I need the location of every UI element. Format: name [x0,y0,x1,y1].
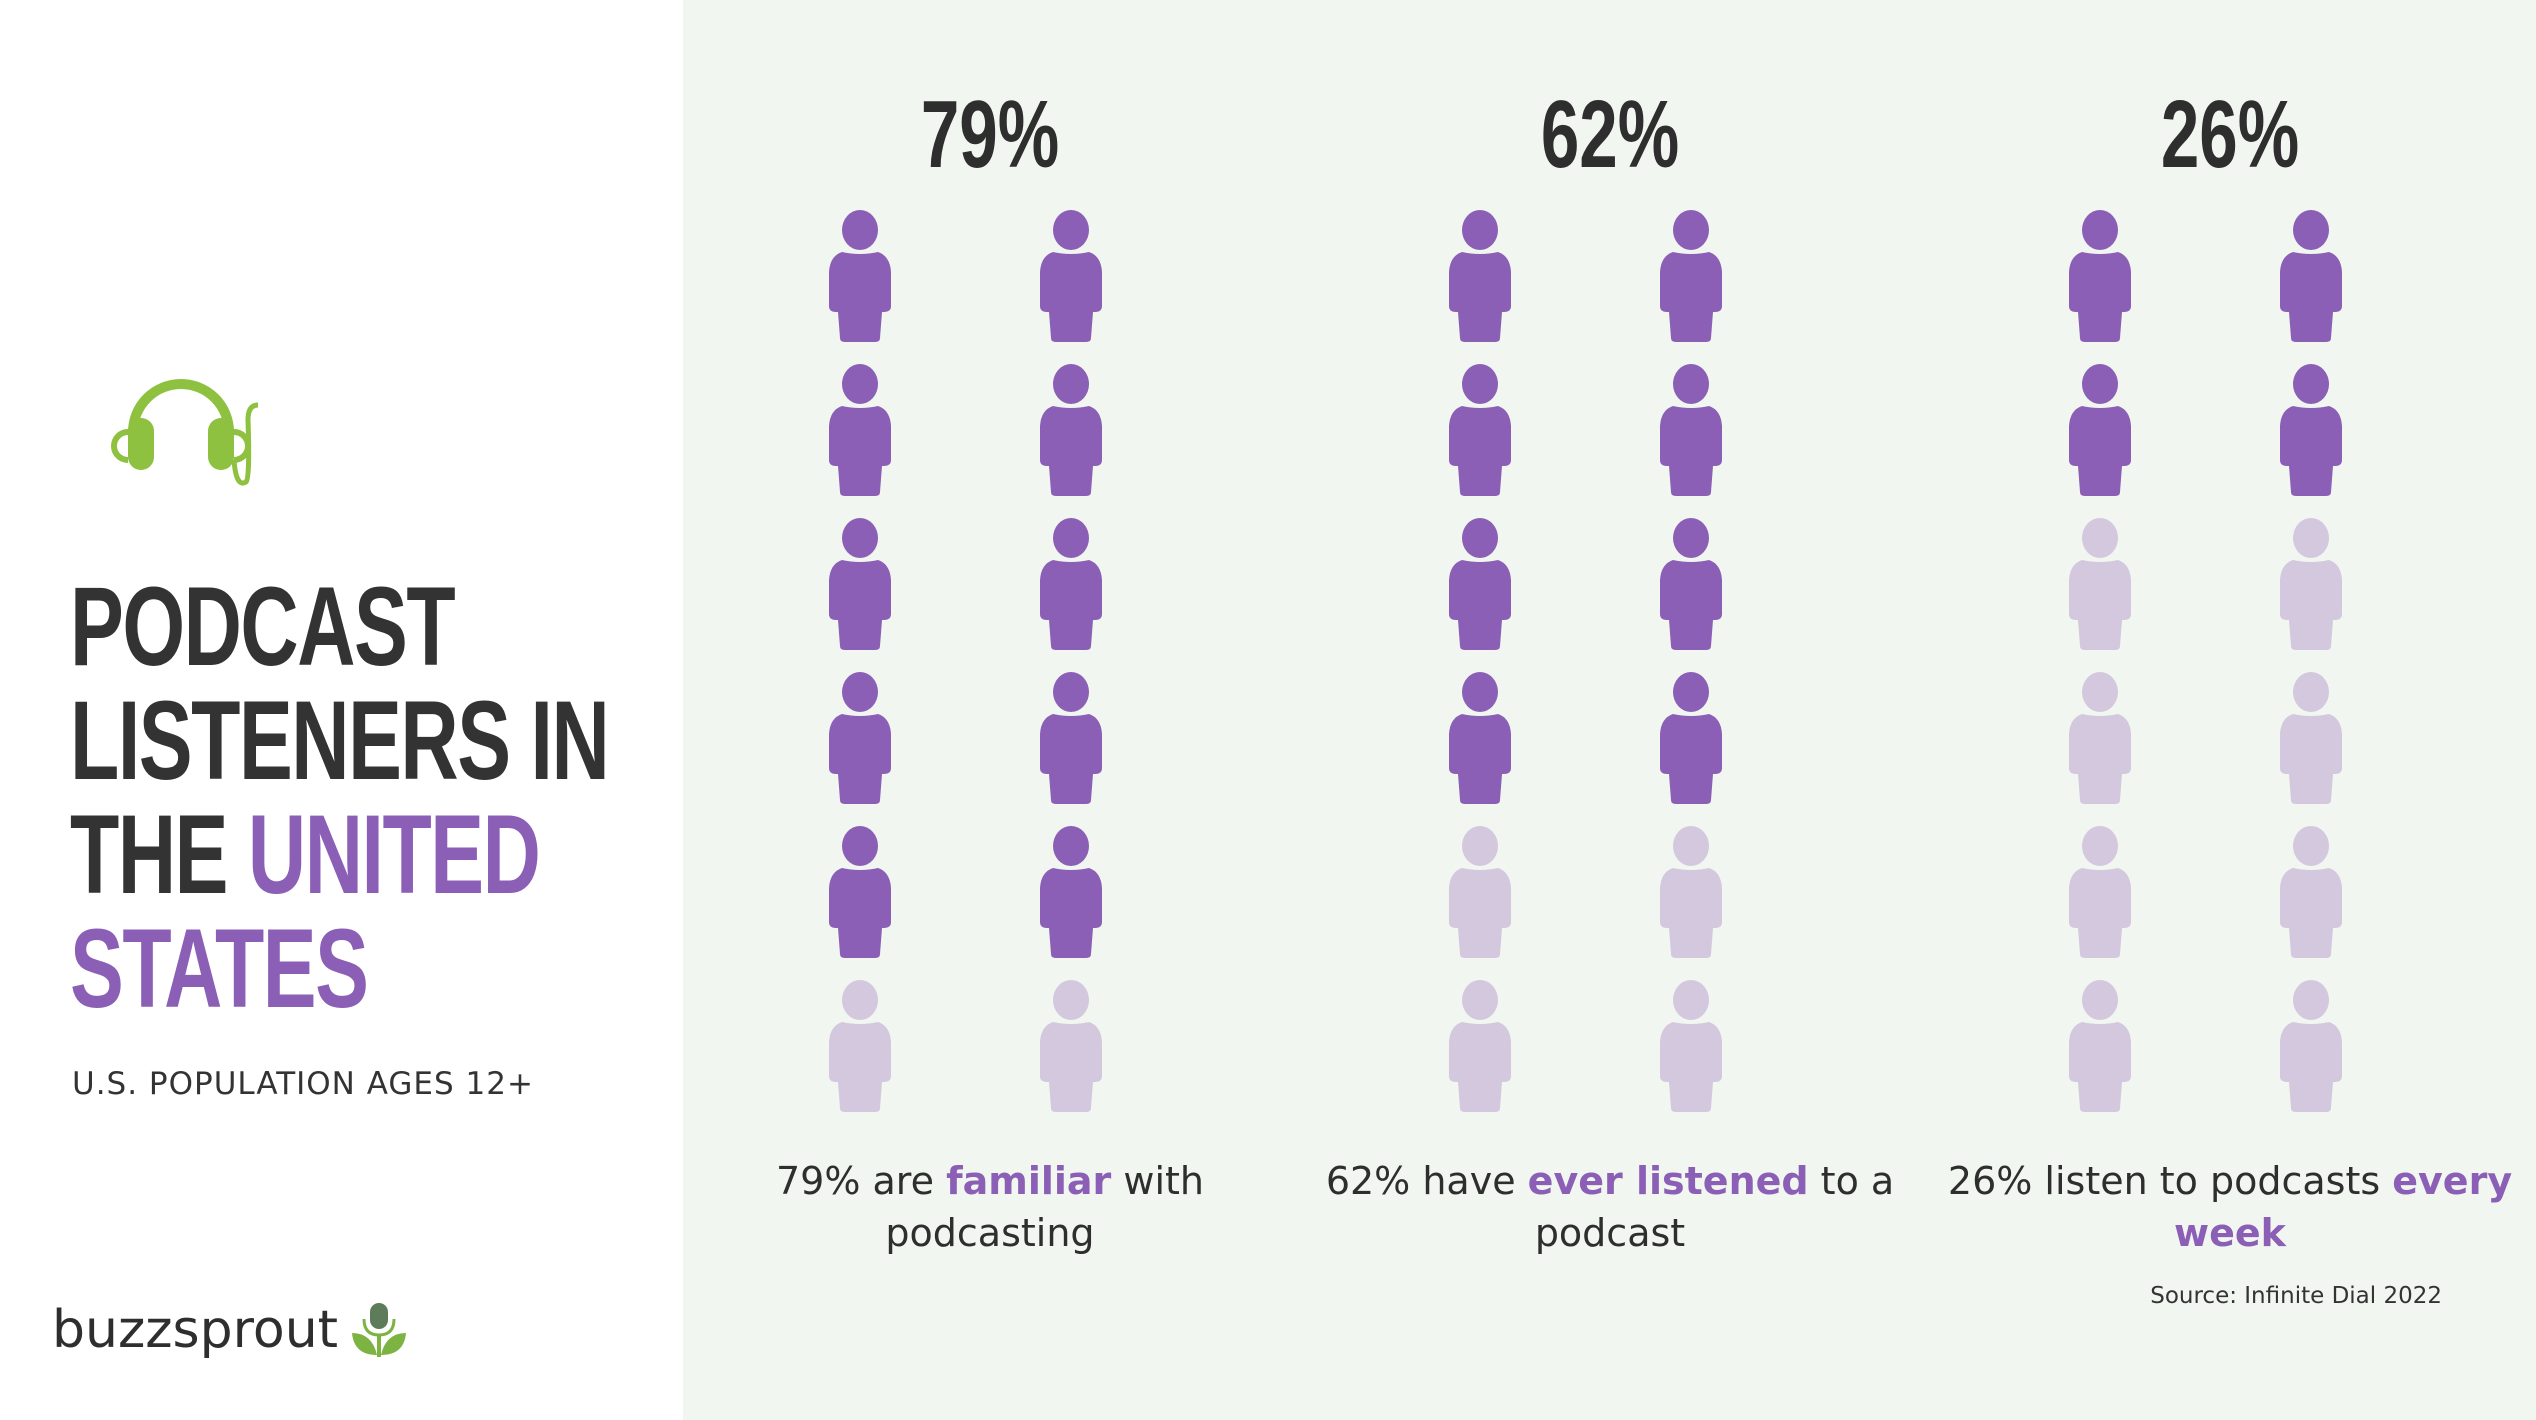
logo-text: buzzsprout [52,1300,339,1360]
person-icon-filled [2279,210,2343,342]
person-icon-empty [2068,518,2132,650]
person-icon-filled [1448,364,1512,496]
person-icon-empty [1448,980,1512,1112]
title-line-3: THE [70,792,248,917]
person-icon-filled [1039,518,1103,650]
person-icon-filled [1039,364,1103,496]
caption-highlight: ever listened [1527,1159,1809,1203]
person-icon-empty [2279,826,2343,958]
person-icon-empty [2279,980,2343,1112]
person-icon-empty [2068,980,2132,1112]
person-icon-filled [1448,210,1512,342]
page-title: PODCAST LISTENERS IN THE UNITED STATES [70,570,660,1026]
person-icon-empty [2068,826,2132,958]
person-icon-empty [2068,672,2132,804]
caption-text: 79% are [775,1159,947,1203]
person-icon-filled [828,672,892,804]
title-line-2: LISTENERS IN [70,678,610,803]
left-panel: PODCAST LISTENERS IN THE UNITED STATES U… [0,0,683,1420]
person-icon-filled [1039,672,1103,804]
buzzsprout-logo: buzzsprout [52,1300,408,1360]
person-icon-filled [828,518,892,650]
caption-highlight: every week [2174,1159,2513,1255]
stat-caption: 79% are familiar with podcasting [690,1155,1290,1259]
person-icon-filled [1659,364,1723,496]
percent-label: 62% [1540,81,1680,188]
person-icon-empty [828,980,892,1112]
right-panel [683,0,2536,1420]
subtitle: U.S. POPULATION AGES 12+ [72,1066,534,1102]
title-accent-united: UNITED [247,792,541,917]
pictogram-grid [1930,210,2530,1120]
title-accent-states: STATES [70,906,369,1031]
headphones-icon [111,379,258,486]
person-icon-filled [828,210,892,342]
person-icon-empty [2279,672,2343,804]
person-icon-filled [2068,210,2132,342]
pictogram-grid [1310,210,1910,1120]
source-note: Source: Infinite Dial 2022 [2150,1283,2442,1309]
person-icon-filled [1659,672,1723,804]
person-icon-empty [1659,826,1723,958]
stat-caption: 26% listen to podcasts every week [1930,1155,2530,1259]
person-icon-empty [1659,980,1723,1112]
microphone-sprout-icon [352,1303,407,1357]
person-icon-filled [1039,210,1103,342]
caption-text: to a podcast [1534,1159,1895,1255]
caption-highlight: familiar [946,1159,1112,1203]
person-icon-filled [1448,672,1512,804]
percent-label: 79% [920,81,1060,188]
person-icon-filled [1448,518,1512,650]
person-icon-filled [828,826,892,958]
stat-caption: 62% have ever listened to a podcast [1310,1155,1910,1259]
person-icon-filled [2279,364,2343,496]
person-icon-filled [2068,364,2132,496]
caption-text: with podcasting [885,1159,1204,1255]
person-icon-filled [828,364,892,496]
person-icon-empty [2279,518,2343,650]
person-icon-filled [1659,210,1723,342]
caption-text: 62% have [1325,1159,1528,1203]
person-icon-empty [1039,980,1103,1112]
pictogram-grid [690,210,1290,1120]
person-icon-filled [1039,826,1103,958]
percent-label: 26% [2160,81,2300,188]
title-line-1: PODCAST [70,564,456,689]
person-icon-empty [1448,826,1512,958]
caption-text: 26% listen to podcasts [1947,1159,2393,1203]
person-icon-filled [1659,518,1723,650]
